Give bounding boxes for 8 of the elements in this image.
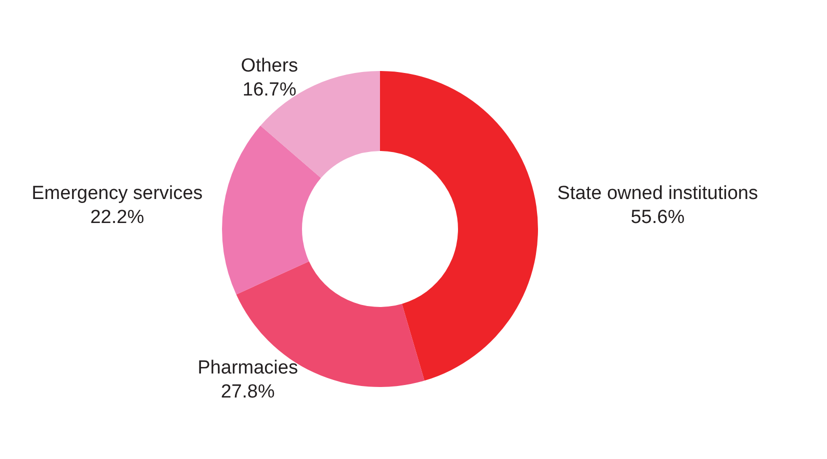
- slice-label: Others: [240, 56, 298, 77]
- data-label: 55.6%: [630, 206, 685, 228]
- slice-label: Emergency services: [32, 182, 203, 204]
- data-label: 16.7%: [242, 80, 296, 101]
- slice-label: Pharmacies: [198, 357, 298, 378]
- slice-label: State owned institutions: [557, 182, 758, 204]
- data-label: 22.2%: [90, 206, 144, 228]
- data-label: 27.8%: [220, 381, 275, 402]
